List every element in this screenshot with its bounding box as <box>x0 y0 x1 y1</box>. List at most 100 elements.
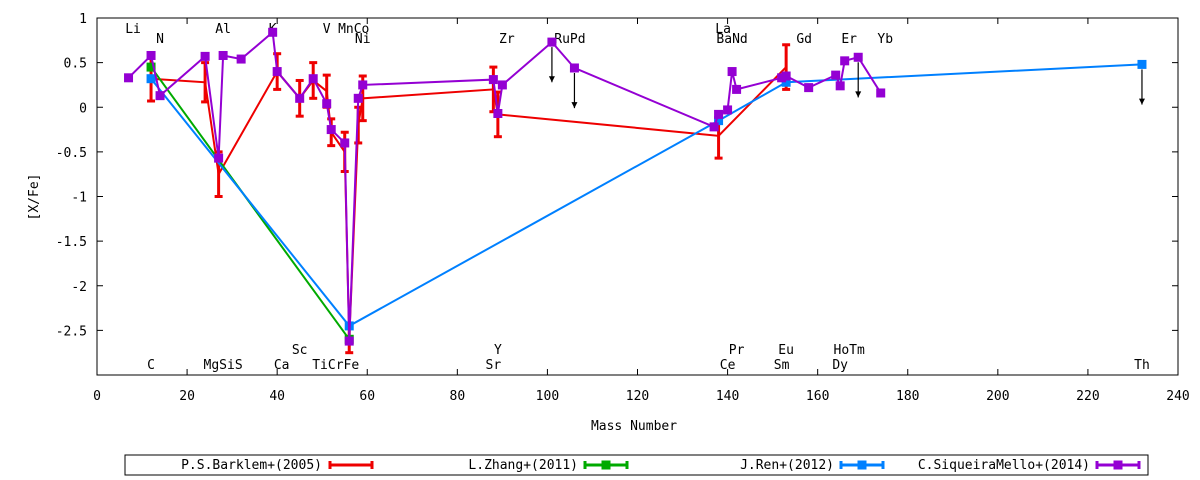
element-labels: LiNAlKVMnCoNiZrRuPdLaBaNdGdErYbScYPrEuHo… <box>125 22 1150 373</box>
element-label: Ce <box>720 358 736 373</box>
element-label: N <box>156 32 164 47</box>
data-point <box>358 80 368 90</box>
data-point <box>777 73 787 83</box>
y-tick-label: 0.5 <box>64 57 87 72</box>
x-tick-label: 180 <box>896 389 919 404</box>
element-label: Sc <box>292 343 308 358</box>
x-tick-label: 40 <box>269 389 285 404</box>
data-point <box>340 138 350 148</box>
legend-marker <box>857 460 867 470</box>
data-point <box>200 51 210 61</box>
tick-labels: 0 20 40 60 80 100 120 140 160 180 200 220 240 1 0.5 0 -0… <box>56 12 1190 404</box>
data-point <box>781 77 791 87</box>
y-tick-label: -0.5 <box>56 146 87 161</box>
data-point <box>146 50 156 60</box>
data-point <box>547 37 557 47</box>
upper-limit-arrowhead <box>1138 98 1145 105</box>
element-label: C <box>147 358 155 373</box>
x-tick-label: 60 <box>359 389 375 404</box>
x-tick-label: 20 <box>179 389 195 404</box>
data-point <box>493 108 503 118</box>
element-label: Gd <box>796 32 812 47</box>
legend-marker <box>601 460 611 470</box>
y-tick-label: -1.5 <box>56 235 87 250</box>
element-label: Al <box>215 22 231 37</box>
element-label: Pr <box>729 343 745 358</box>
data-point <box>876 88 886 98</box>
legend-label: C.SiqueiraMello+(2014) <box>918 458 1090 473</box>
legend-label: J.Ren+(2012) <box>740 458 834 473</box>
data-point <box>781 71 791 81</box>
element-label: BaNd <box>716 32 747 47</box>
y-tick-label: 0 <box>79 101 87 116</box>
data-point <box>497 80 507 90</box>
y-tick-label: -1 <box>71 191 87 206</box>
x-tick-label: 120 <box>626 389 649 404</box>
data-point <box>723 105 733 115</box>
data-point <box>326 125 336 135</box>
x-tick-label: 220 <box>1076 389 1099 404</box>
data-point <box>344 336 354 346</box>
data-point <box>732 84 742 94</box>
legend-marker <box>1113 460 1123 470</box>
element-label: Th <box>1134 358 1150 373</box>
element-label: Ni <box>355 32 371 47</box>
data-series <box>124 27 1147 355</box>
data-point <box>714 109 724 119</box>
plot-frame <box>96 17 1179 376</box>
series-line <box>150 66 787 340</box>
data-point <box>272 67 282 77</box>
series-line <box>127 30 882 342</box>
element-label: Li <box>125 22 141 37</box>
legend-box <box>124 454 1149 476</box>
element-label: Er <box>841 32 857 47</box>
data-point <box>218 50 228 60</box>
element-label: Sm <box>774 358 790 373</box>
x-tick-label: 100 <box>536 389 559 404</box>
y-axis-label: [X/Fe] <box>27 174 42 221</box>
element-label: TiCrFe <box>312 358 359 373</box>
element-label: La <box>715 22 731 37</box>
data-point <box>322 99 332 109</box>
data-point <box>268 27 278 37</box>
upper-limit-arrowhead <box>571 102 578 109</box>
data-point <box>488 75 498 85</box>
y-tick-label: -2.5 <box>56 324 87 339</box>
upper-limit-arrowhead <box>855 91 862 98</box>
data-point <box>155 91 165 101</box>
data-point <box>353 93 363 103</box>
data-point <box>709 122 719 132</box>
x-axis-label: Mass Number <box>591 419 677 434</box>
legend: P.S.Barklem+(2005) L.Zhang+(2011) J.Ren+(2… <box>181 458 1141 473</box>
data-point <box>831 70 841 80</box>
data-point <box>714 116 724 126</box>
element-label: MgSiS <box>204 358 243 373</box>
element-label: Yb <box>877 32 893 47</box>
y-tick-label: 1 <box>79 12 87 27</box>
x-tick-label: 80 <box>450 389 466 404</box>
data-point <box>569 63 579 73</box>
upper-limit-arrowhead <box>548 76 555 83</box>
data-point <box>146 62 156 72</box>
element-label: V <box>323 22 331 37</box>
data-point <box>840 56 850 66</box>
legend-label: P.S.Barklem+(2005) <box>181 458 322 473</box>
x-tick-label: 160 <box>806 389 829 404</box>
legend-label: L.Zhang+(2011) <box>468 458 578 473</box>
x-tick-label: 140 <box>716 389 739 404</box>
element-label: Dy <box>832 358 848 373</box>
data-point <box>236 54 246 64</box>
element-label: Y <box>494 343 502 358</box>
data-point <box>308 74 318 84</box>
data-point <box>146 74 156 84</box>
data-point <box>1137 59 1147 69</box>
data-point <box>295 93 305 103</box>
x-tick-label: 200 <box>986 389 1009 404</box>
element-label: HoTm <box>834 343 865 358</box>
data-point <box>124 73 134 83</box>
element-label: RuPd <box>554 32 585 47</box>
element-label: MnCo <box>338 22 369 37</box>
data-point <box>727 67 737 77</box>
element-label: Ca <box>274 358 290 373</box>
